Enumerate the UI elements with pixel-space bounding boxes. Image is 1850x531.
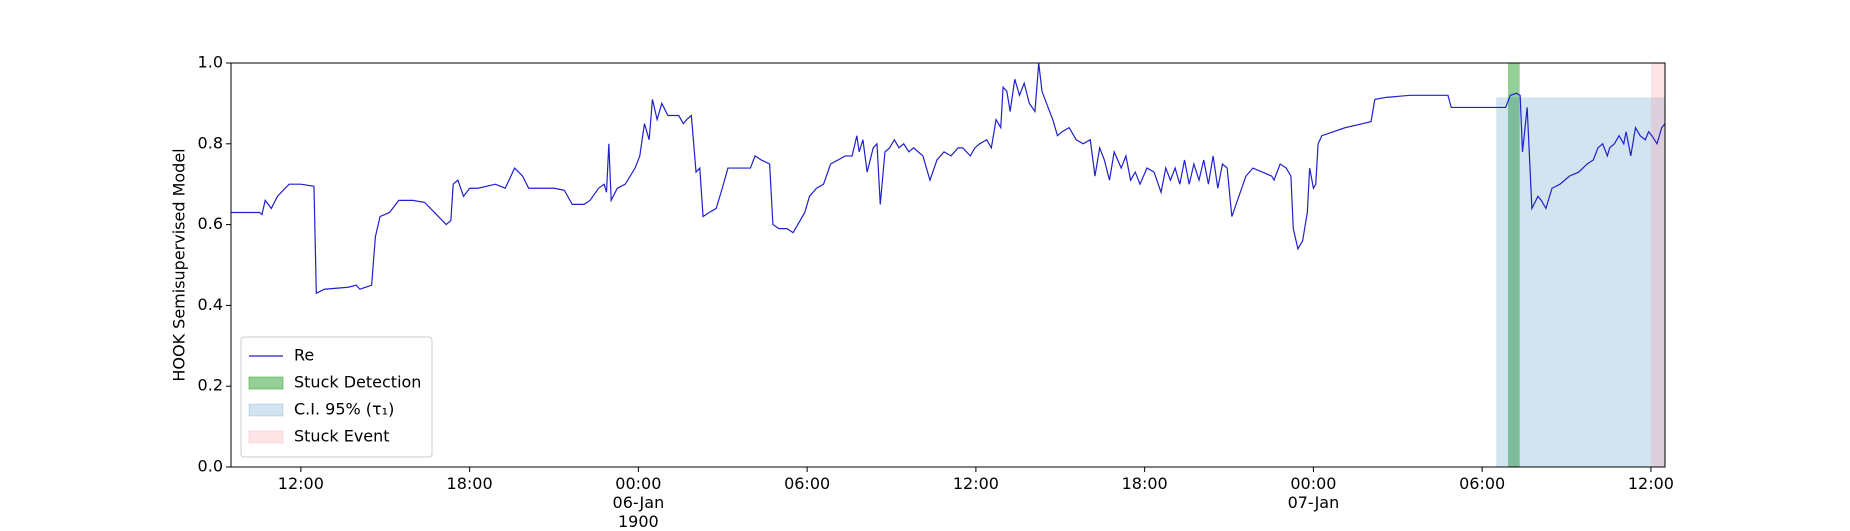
legend: Re Stuck Detection C.I. 95% (τ₁) Stuck Even… <box>240 336 433 458</box>
y-tick-label: 0.4 <box>198 295 223 314</box>
data-line <box>231 62 1666 295</box>
span <box>1507 63 1520 467</box>
legend-box <box>240 336 433 458</box>
x-tick-label: 06:00 <box>784 474 831 493</box>
y-tick-label: 0.8 <box>198 133 223 152</box>
x-tick-label: 06:00 <box>1459 474 1506 493</box>
x-tick-label: 12:00 <box>952 474 999 493</box>
x-tick-label: 12:00 <box>277 474 324 493</box>
legend-label: Stuck Detection <box>294 373 421 392</box>
legend-swatch <box>248 376 284 390</box>
legend-label: C.I. 95% (τ₁) <box>294 400 394 419</box>
x-tick-label: 00:00 06-Jan 1900 <box>612 474 665 531</box>
legend-label: Stuck Event <box>294 427 390 446</box>
x-tick-label: 18:00 <box>446 474 493 493</box>
y-tick-label: 0.0 <box>198 457 223 476</box>
span <box>1496 97 1665 467</box>
legend-swatch <box>248 403 284 417</box>
y-tick-label: 1.0 <box>198 53 223 72</box>
span <box>1650 63 1665 467</box>
plot-frame <box>230 62 1666 468</box>
y-tick-label: 0.6 <box>198 214 223 233</box>
y-tick-label: 0.2 <box>198 376 223 395</box>
legend-swatch <box>248 430 284 444</box>
x-tick-label: 12:00 <box>1627 474 1674 493</box>
x-tick-label: 00:00 07-Jan <box>1287 474 1340 512</box>
legend-label: Re <box>294 346 314 365</box>
y-axis-label: HOOK Semisupervised Model <box>170 148 189 381</box>
x-tick-label: 18:00 <box>1121 474 1168 493</box>
